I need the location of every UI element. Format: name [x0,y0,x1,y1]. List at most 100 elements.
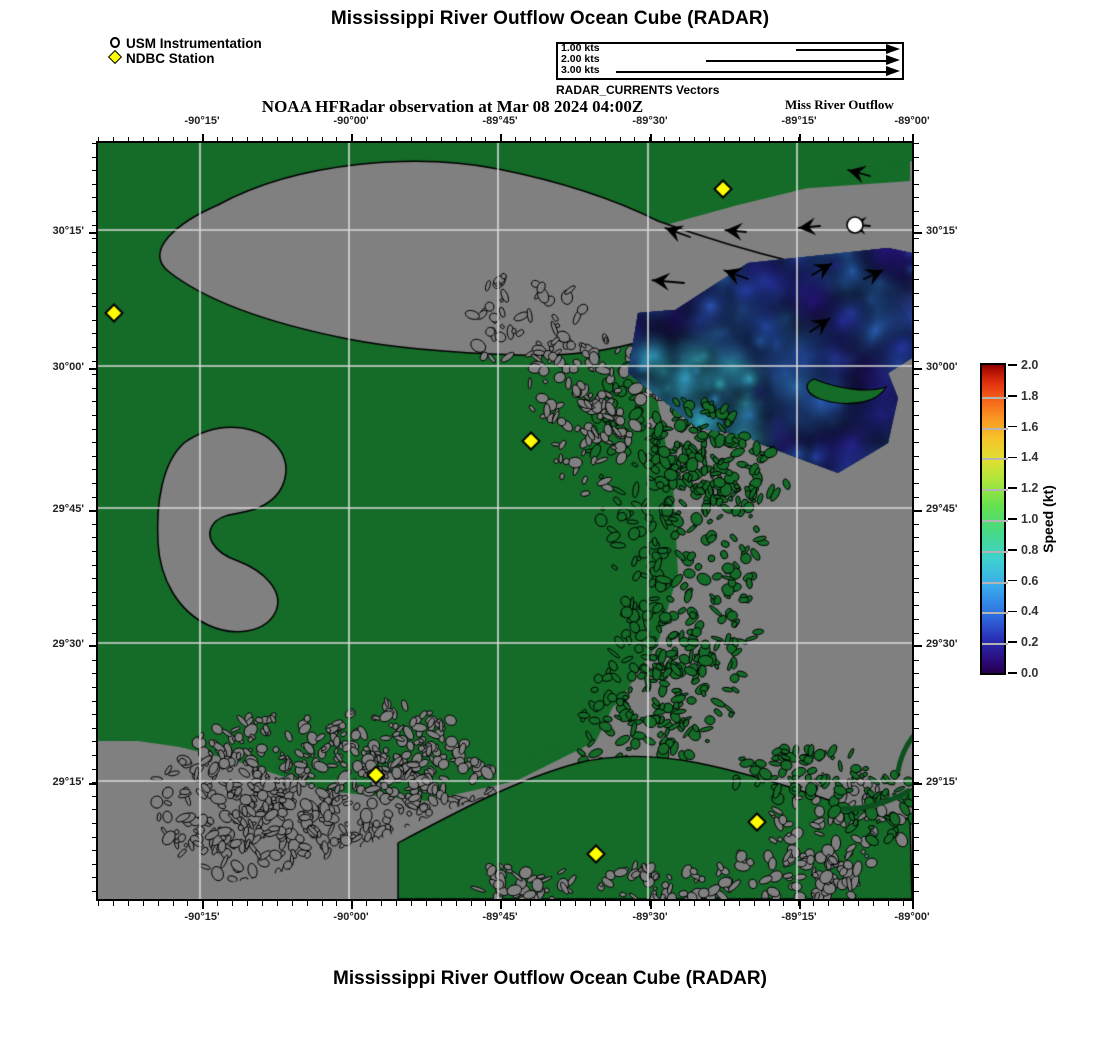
lat-minor-tick [913,428,919,430]
vector-legend-label-1: 1.00 kts [561,42,600,54]
lon-axis-label: -89°00' [894,115,930,127]
lat-minor-tick [92,387,98,389]
lon-minor-tick [157,900,159,906]
diamond-icon [107,49,124,66]
lat-minor-tick [92,374,98,376]
lon-minor-tick [485,137,487,143]
lon-minor-tick [440,900,442,906]
lon-minor-tick [723,900,725,906]
lat-axis-label: 29°15' [926,776,958,788]
lon-minor-tick [872,900,874,906]
colorbar-gradient [980,363,1008,675]
lat-minor-tick [92,156,98,158]
lon-minor-tick [410,900,412,906]
lat-minor-tick [92,251,98,253]
colorbar-gridline [982,643,1008,646]
lat-major-tick [913,783,922,785]
lon-axis-label: -89°30' [632,911,668,923]
lat-minor-tick [92,823,98,824]
lon-minor-tick [321,137,323,143]
vector-legend-row-3: 3.00 kts [558,65,902,77]
lon-minor-tick [172,137,174,143]
colorbar-tick [1008,395,1017,397]
lat-minor-tick [92,564,98,566]
lat-major-tick [913,510,922,512]
lat-minor-tick [913,360,919,362]
lat-minor-tick [913,795,919,797]
lon-minor-tick [604,900,606,906]
lat-axis-label: 29°45' [52,503,85,515]
lat-minor-tick [92,551,98,552]
lon-minor-tick [708,137,710,143]
lon-major-tick [202,134,204,143]
lat-minor-tick [92,455,98,457]
lat-minor-tick [913,809,919,811]
lon-minor-tick [574,900,576,906]
lon-minor-tick [559,137,561,143]
lon-minor-tick [872,137,874,143]
lat-minor-tick [92,755,98,756]
lon-minor-tick [813,137,815,143]
lat-minor-tick [92,292,98,294]
lon-major-tick [650,134,652,143]
lat-major-tick [89,510,98,512]
lon-minor-tick [783,900,785,906]
lon-minor-tick [574,137,576,143]
lon-axis-label: -90°15' [184,115,220,127]
lon-minor-tick [112,137,114,143]
lon-minor-tick [634,137,636,143]
lat-minor-tick [913,727,919,729]
lon-minor-tick [217,137,219,143]
lat-minor-tick [913,170,919,172]
lat-minor-tick [913,265,919,267]
lat-minor-tick [913,415,919,416]
lon-minor-tick [261,137,263,143]
legend-item-ndbc: NDBC Station [107,49,262,66]
lat-minor-tick [913,523,919,525]
lat-minor-tick [913,551,919,552]
lon-minor-tick [753,900,755,906]
lon-minor-tick [619,900,621,906]
lon-minor-tick [649,137,651,143]
lon-minor-tick [455,900,457,906]
lon-major-tick [912,134,914,143]
lon-minor-tick [217,900,219,906]
colorbar-gridline [982,427,1008,430]
lon-axis-label: -89°00' [894,911,930,923]
lat-minor-tick [913,306,919,308]
lat-minor-tick [92,741,98,743]
lat-minor-tick [92,197,98,199]
lon-minor-tick [291,900,293,906]
lon-minor-tick [247,137,248,143]
lon-minor-tick [98,137,99,143]
lon-minor-tick [98,900,99,906]
lat-minor-tick [92,183,98,185]
lat-minor-tick [913,741,919,743]
vector-legend-row-1: 1.00 kts [558,42,902,55]
lat-axis-label: 29°15' [52,776,85,788]
lon-minor-tick [440,137,442,143]
lon-minor-tick [545,900,546,906]
lon-minor-tick [589,137,591,143]
lon-major-tick [351,134,353,143]
lat-minor-tick [92,782,98,784]
lat-axis-label: 29°30' [926,638,958,650]
lat-minor-tick [913,836,919,838]
lon-minor-tick [306,900,308,906]
lat-minor-tick [913,292,919,294]
lat-minor-tick [913,673,919,675]
lat-minor-tick [92,170,98,172]
vector-shaft-2 [706,60,886,62]
lat-minor-tick [913,700,919,702]
lat-minor-tick [913,238,919,240]
lon-major-tick [202,900,204,909]
lon-minor-tick [694,137,695,143]
colorbar-tick [1008,487,1017,489]
map-plot-area[interactable] [96,141,914,901]
colorbar-tick-label: 1.6 [1021,419,1039,434]
lon-minor-tick [887,137,889,143]
lat-minor-tick [92,265,98,267]
lat-minor-tick [92,714,98,716]
lat-major-tick [89,645,98,647]
lat-minor-tick [92,537,98,539]
